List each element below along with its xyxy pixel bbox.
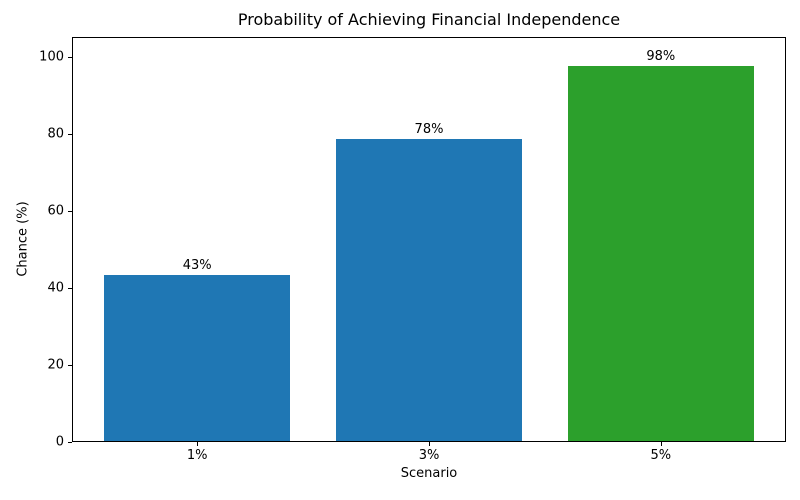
bar-value-label: 98%	[646, 48, 676, 64]
bar	[568, 65, 754, 442]
y-tick-mark	[68, 365, 72, 366]
x-tick-mark	[429, 442, 430, 446]
x-axis-label: Scenario	[400, 466, 458, 481]
y-tick-mark	[68, 57, 72, 59]
x-tick-label: 3%	[418, 448, 440, 463]
y-tick-label: 20	[47, 357, 64, 373]
x-tick-label: 1%	[186, 448, 208, 463]
bar	[336, 139, 522, 442]
x-tick-mark	[660, 442, 662, 446]
y-tick-mark	[68, 288, 72, 289]
y-tick-label: 100	[39, 49, 64, 65]
y-tick-label: 80	[47, 126, 64, 142]
chart-title: Probability of Achieving Financial Indep…	[237, 10, 621, 29]
y-tick-mark	[68, 442, 72, 443]
y-axis-label: Chance (%)	[15, 201, 31, 277]
x-tick-label: 5%	[650, 448, 672, 463]
y-tick-label: 0	[55, 434, 64, 450]
y-tick-label: 60	[47, 203, 64, 219]
y-tick-mark	[68, 134, 72, 135]
x-tick-mark	[197, 442, 199, 446]
y-tick-label: 40	[47, 280, 64, 296]
bar-value-label: 78%	[414, 122, 444, 138]
bar	[104, 274, 290, 442]
y-tick-mark	[68, 211, 72, 212]
bar-value-label: 43%	[182, 257, 212, 273]
